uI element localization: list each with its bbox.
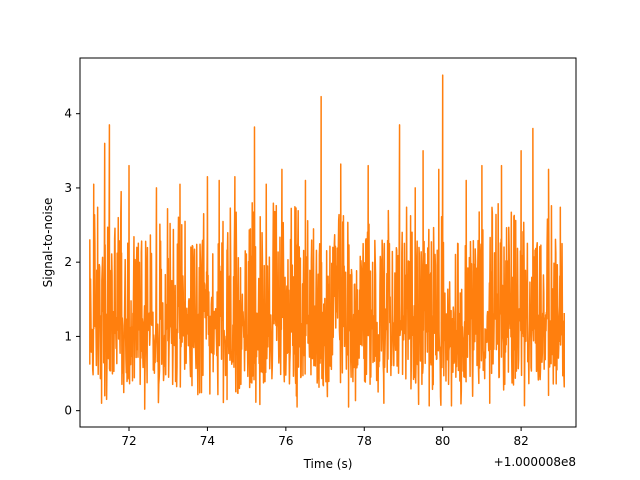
y-tick-label: 2 — [64, 255, 72, 269]
y-tick-label: 4 — [64, 107, 72, 121]
x-tick-label: 82 — [513, 434, 528, 448]
x-tick-label: 72 — [121, 434, 136, 448]
series-line — [89, 74, 565, 410]
y-axis: 0 1 2 3 4 — [64, 107, 80, 418]
y-axis-label: Signal-to-noise — [41, 198, 55, 288]
x-tick-label: 80 — [435, 434, 450, 448]
x-axis: 72 74 76 78 80 82 — [121, 427, 529, 448]
x-axis-label: Time (s) — [303, 457, 353, 471]
x-tick-label: 76 — [278, 434, 293, 448]
x-tick-label: 78 — [357, 434, 372, 448]
x-tick-label: 74 — [200, 434, 215, 448]
y-tick-label: 0 — [64, 404, 72, 418]
axes-frame — [79, 57, 577, 428]
y-tick-label: 1 — [64, 329, 72, 343]
y-tick-label: 3 — [64, 181, 72, 195]
plot-area — [89, 74, 565, 410]
x-axis-offset-label: +1.000008e8 — [494, 455, 576, 469]
